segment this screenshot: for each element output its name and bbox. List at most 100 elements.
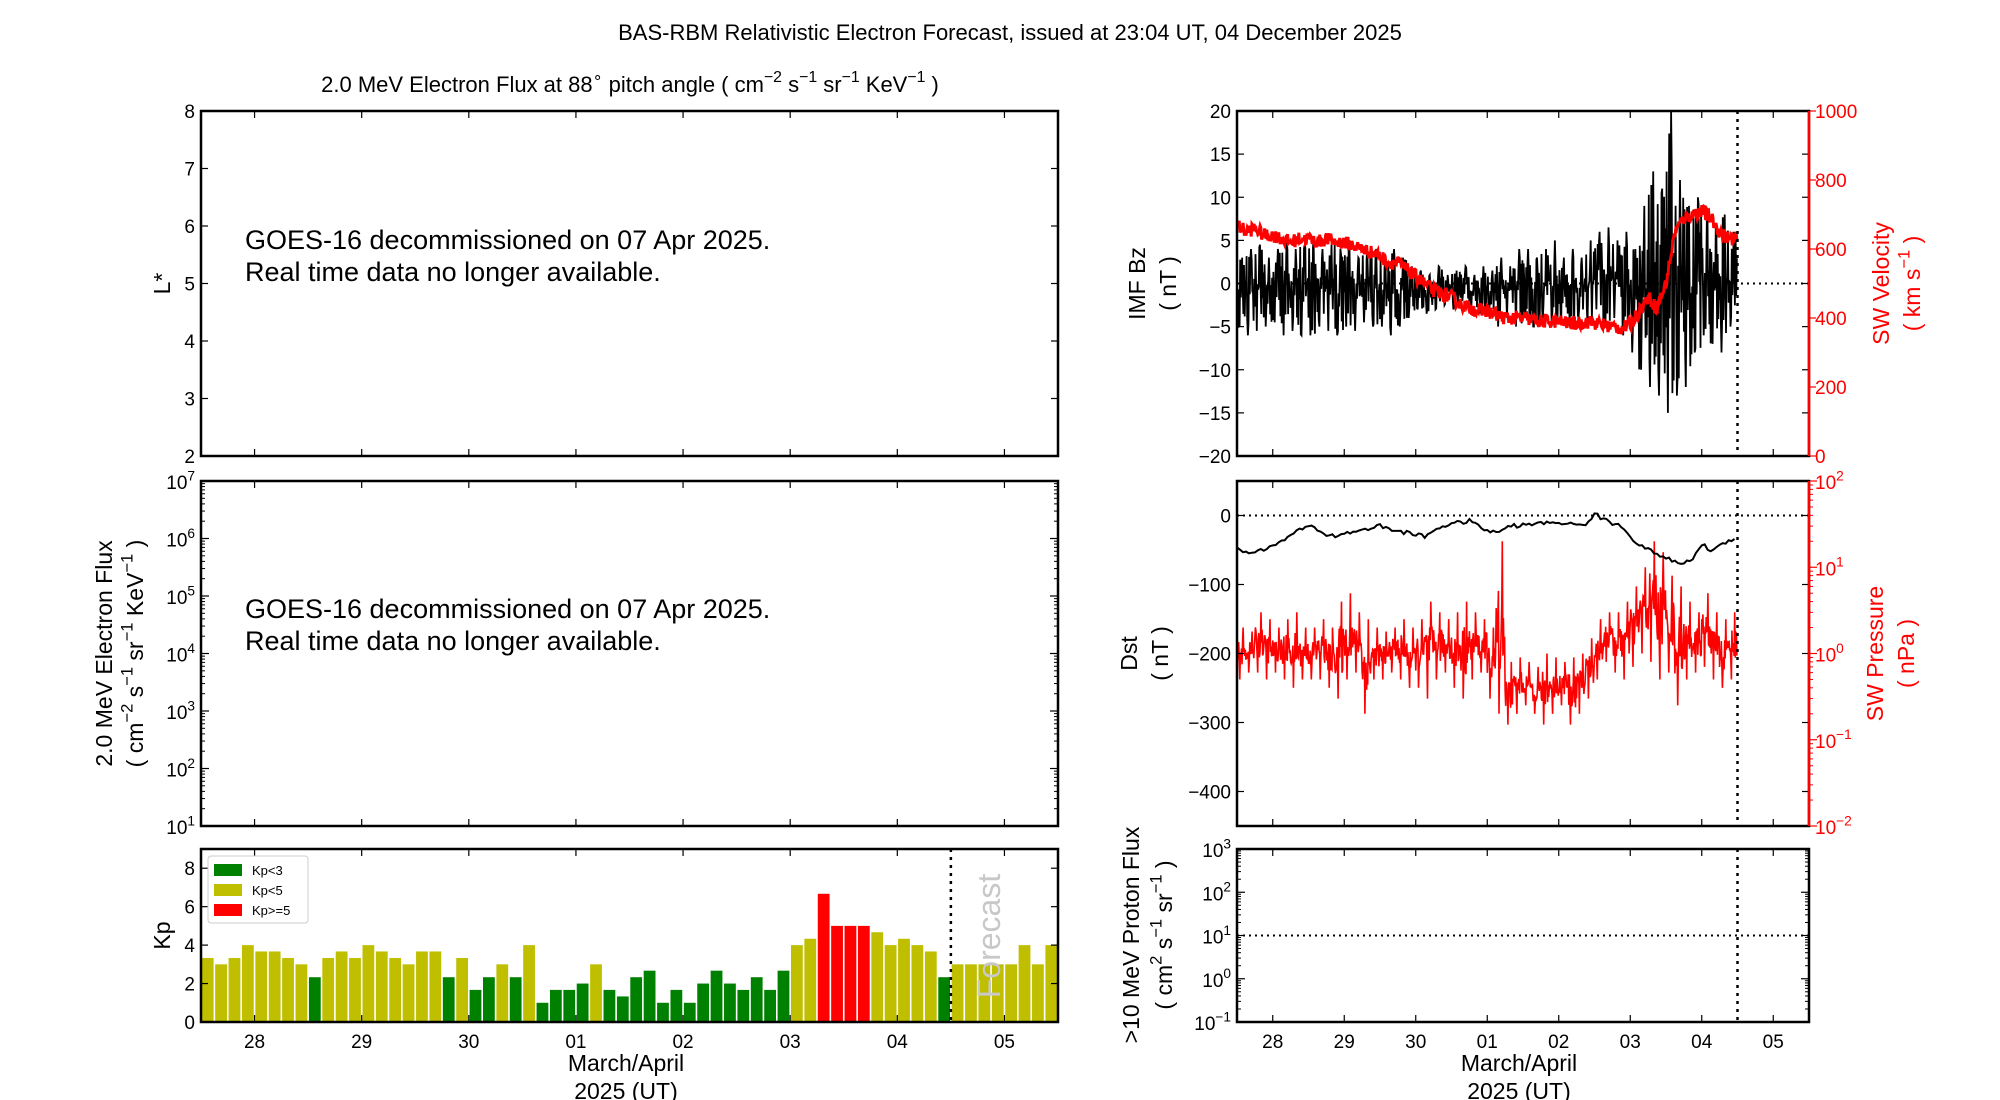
imf-y-tick-label: 10 (1210, 188, 1231, 209)
eflux-y-tick-label: 102 (166, 756, 195, 782)
legend-swatch (214, 864, 242, 876)
proton-y-tick-label: 10−1 (1194, 1009, 1231, 1035)
kp-bar (683, 1002, 696, 1022)
kp-bar (817, 893, 830, 1022)
kp-bar (362, 945, 375, 1022)
velocity-y2-tick-label: 1000 (1815, 102, 1857, 123)
pressure-y2-tick-label: 10−1 (1815, 727, 1852, 753)
dst-line (1237, 512, 1736, 565)
lstar-y-tick-label: 6 (184, 217, 195, 238)
x-tick-label: 28 (244, 1032, 265, 1053)
kp-y-label: Kp (149, 921, 175, 949)
velocity-y2-tick-label: 200 (1815, 378, 1847, 399)
kp-bar (924, 951, 937, 1022)
kp-bar (563, 989, 576, 1022)
pressure-y2-tick-label: 102 (1815, 468, 1844, 494)
x-tick-label: 03 (780, 1032, 801, 1053)
legend-label: Kp<3 (252, 863, 283, 878)
x-tick-label: 05 (1763, 1032, 1784, 1053)
kp-bar (790, 945, 803, 1022)
x-tick-label: 30 (1405, 1032, 1426, 1053)
kp-bar (469, 989, 482, 1022)
kp-bar (349, 957, 361, 1022)
lstar-panel-frame (199, 109, 1060, 458)
kp-bar (442, 977, 455, 1022)
imf-y-tick-label: −15 (1199, 404, 1231, 425)
kp-bar (456, 957, 469, 1022)
kp-bar (951, 964, 964, 1022)
kp-bar (831, 925, 843, 1022)
legend-label: Kp<5 (252, 883, 283, 898)
kp-bar (1032, 964, 1044, 1022)
proton-y-label: >10 MeV Proton Flux (1118, 826, 1144, 1043)
proton-panel-frame (1235, 847, 1811, 1024)
x-tick-label: 29 (351, 1032, 372, 1053)
lstar-y-label: L* (149, 273, 175, 295)
velocity-y-label: ( km s−1 ) (1895, 236, 1925, 332)
eflux-panel-frame (199, 479, 1060, 828)
kp-bar (1018, 945, 1031, 1022)
lstar-y-tick-label: 7 (184, 160, 195, 181)
kp-bar (416, 951, 428, 1022)
sw-velocity-line (1237, 203, 1739, 336)
kp-bar (576, 983, 589, 1022)
eflux-y-tick-label: 107 (166, 468, 195, 494)
proton-y-tick-label: 103 (1202, 836, 1231, 862)
x-axis-label: 2025 (UT) (574, 1078, 678, 1100)
kp-bar (241, 945, 254, 1022)
dst-y-tick-label: −200 (1188, 645, 1231, 666)
eflux-y-tick-label: 106 (166, 526, 195, 552)
kp-bar (643, 970, 656, 1022)
dst-y-tick-label: 0 (1220, 507, 1231, 528)
x-tick-label: 04 (1691, 1032, 1713, 1053)
kp-bar (228, 957, 241, 1022)
eflux-y-tick-label: 103 (166, 698, 195, 724)
x-tick-label: 01 (565, 1032, 586, 1053)
velocity-y2-tick-label: 800 (1815, 171, 1847, 192)
kp-y-tick-label: 6 (184, 898, 195, 919)
kp-bar (710, 970, 723, 1022)
kp-bar (630, 977, 643, 1022)
imf-y-tick-label: 0 (1220, 275, 1231, 296)
kp-bar (335, 951, 348, 1022)
lstar-y-tick-label: 2 (184, 447, 195, 468)
forecast-label: Forecast (971, 874, 1007, 999)
imf-y-label: ( nT ) (1155, 256, 1181, 311)
kp-bar (724, 983, 736, 1022)
lstar-y-tick-label: 4 (184, 332, 195, 353)
pressure-y-label: ( nPa ) (1893, 619, 1919, 688)
dst-y-tick-label: −400 (1188, 783, 1231, 804)
x-tick-label: 02 (1548, 1032, 1569, 1053)
kp-bar (737, 989, 750, 1022)
imf-y-tick-label: −10 (1199, 361, 1231, 382)
velocity-y2-tick-label: 0 (1815, 447, 1826, 468)
imf-y-tick-label: −20 (1199, 447, 1231, 468)
legend-swatch (214, 884, 242, 896)
kp-bar (215, 964, 227, 1022)
kp-bar (429, 951, 442, 1022)
kp-bar (898, 938, 910, 1022)
kp-bar (871, 932, 884, 1022)
pressure-y2-tick-label: 101 (1815, 555, 1844, 581)
sw-pressure-line (1237, 541, 1738, 725)
kp-bar (965, 964, 977, 1022)
kp-bar (295, 964, 308, 1022)
proton-y-tick-label: 102 (1202, 880, 1231, 906)
kp-y-tick-label: 8 (184, 859, 195, 880)
eflux-y-tick-label: 105 (166, 583, 195, 609)
unavailable-message: Real time data no longer available. (245, 257, 661, 287)
kp-bar (991, 964, 1004, 1022)
x-tick-label: 30 (458, 1032, 479, 1053)
x-axis-label: March/April (1461, 1050, 1577, 1076)
dst-y-tick-label: −100 (1188, 576, 1231, 597)
kp-bar (549, 989, 562, 1022)
pressure-y2-tick-label: 100 (1815, 641, 1844, 667)
eflux-y-label: 2.0 MeV Electron Flux (91, 540, 117, 767)
x-tick-label: 28 (1262, 1032, 1283, 1053)
kp-bar (402, 964, 415, 1022)
kp-bar (509, 977, 522, 1022)
proton-y-tick-label: 101 (1202, 923, 1231, 949)
pressure-y-label: SW Pressure (1862, 586, 1888, 721)
imf-y-tick-label: −5 (1209, 318, 1231, 339)
